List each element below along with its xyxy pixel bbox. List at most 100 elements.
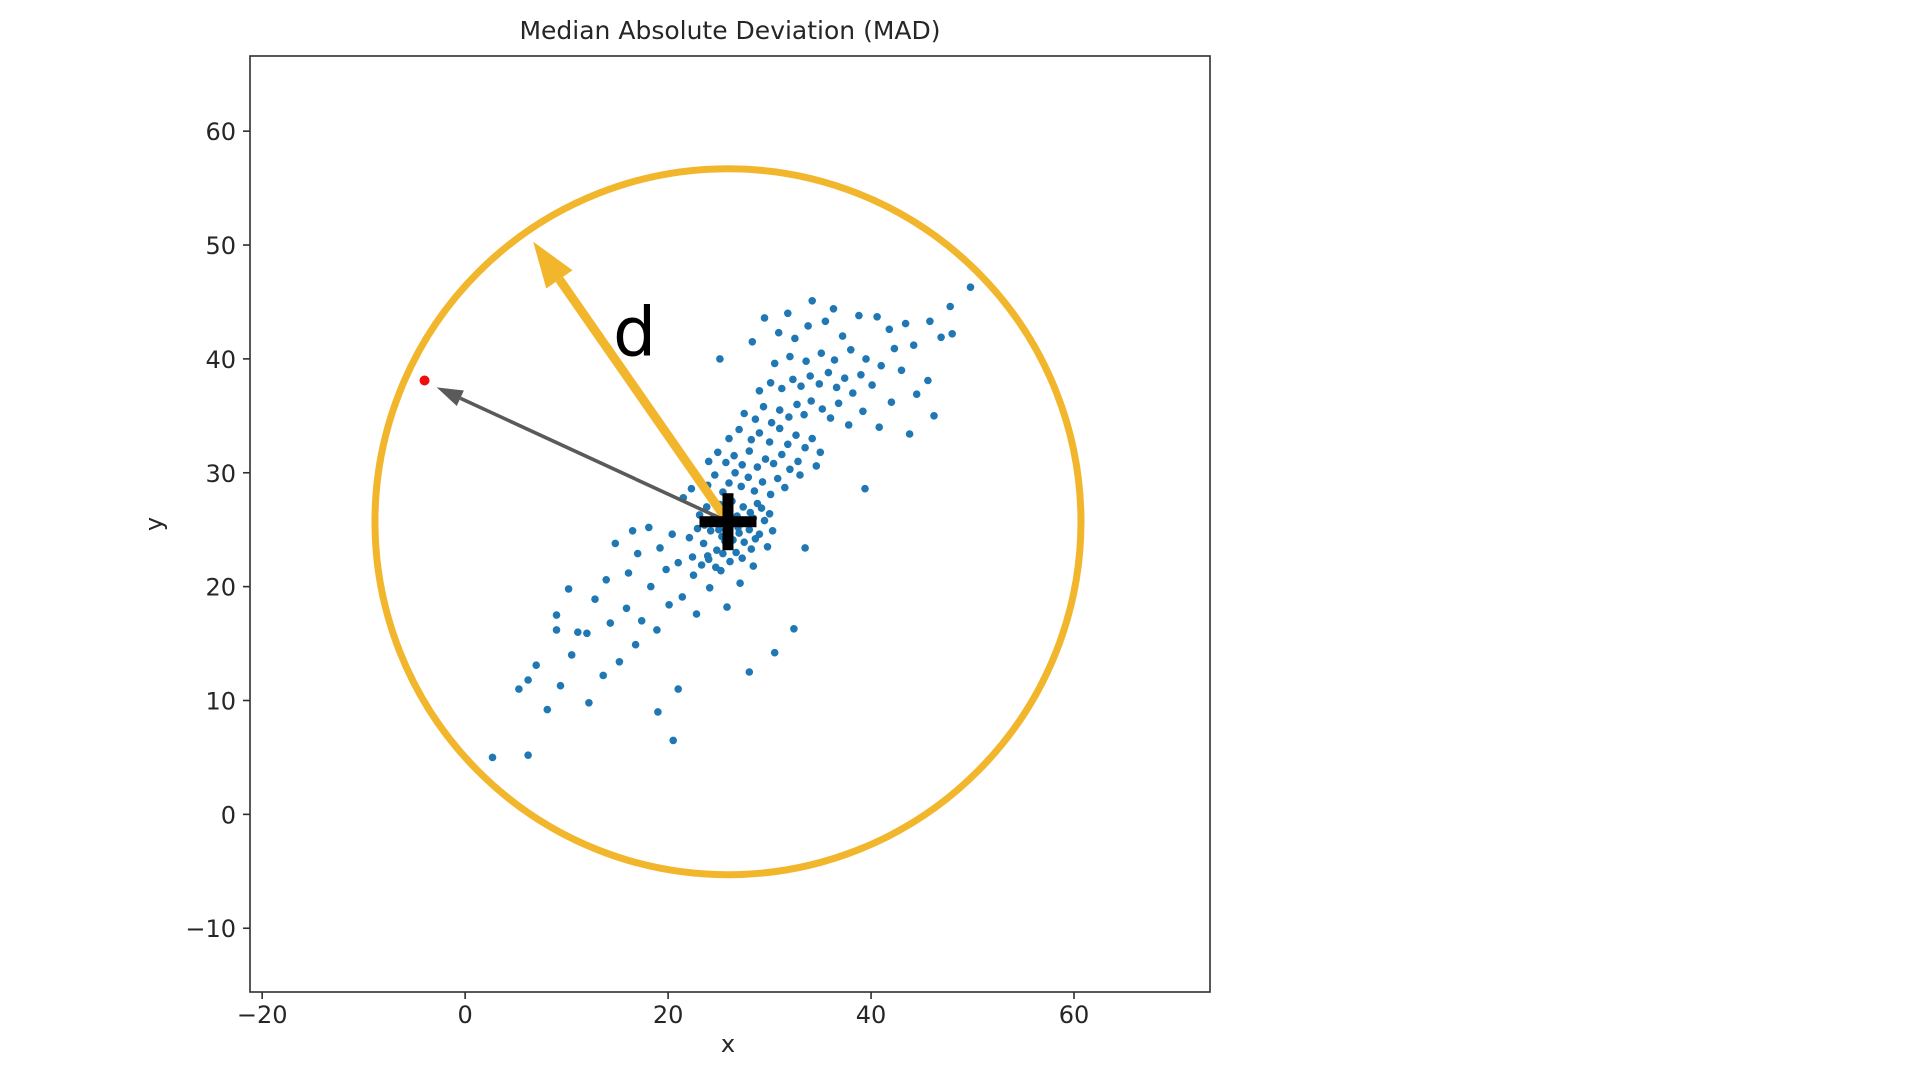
scatter-point [770, 359, 779, 368]
scatter-point [735, 425, 743, 434]
scatter-point [862, 355, 870, 363]
scatter-point [688, 553, 697, 561]
scatter-point [761, 455, 770, 463]
scatter-point [786, 465, 794, 474]
scatter-point [737, 482, 745, 491]
median-plus-vbar [722, 493, 734, 551]
scatter-point [706, 527, 715, 535]
scatter-point [784, 440, 792, 449]
scatter-point [966, 283, 975, 292]
scatter-point [689, 571, 698, 579]
y-axis-ticks: −10 0 10 20 30 40 50 60 [185, 118, 250, 943]
scatter-point [948, 330, 956, 338]
scatter-point [759, 402, 768, 411]
scatter-point [738, 554, 746, 562]
scatter-point [774, 328, 783, 337]
scatter-point [745, 525, 754, 534]
scatter-point [552, 626, 561, 634]
scatter-point [524, 676, 532, 684]
scatter-point [775, 424, 784, 433]
scatter-point [715, 525, 723, 534]
scatter-point [760, 314, 769, 322]
scatter-point [765, 510, 774, 518]
scatter-point [611, 539, 620, 548]
scatter-point [849, 389, 857, 397]
scatter-point [712, 563, 720, 572]
scatter-point [692, 610, 701, 618]
scatter-point [785, 413, 793, 421]
x-tick-label: 20 [653, 1001, 684, 1029]
scatter-point [745, 447, 754, 455]
scatter-point [746, 508, 755, 517]
scatter-point [793, 400, 801, 409]
mad-circle [371, 165, 1085, 879]
scatter-point [794, 457, 802, 466]
y-tick-label: 50 [205, 232, 236, 260]
scatter-point [713, 546, 721, 554]
scatter-point [722, 458, 730, 467]
scatter-point [924, 376, 932, 385]
scatter-point [585, 699, 593, 707]
x-axis-ticks: −20 0 20 40 60 [237, 992, 1089, 1029]
y-tick-label: 30 [205, 460, 236, 488]
scatter-point [766, 490, 775, 499]
scatter-point [786, 352, 794, 361]
scatter-point [766, 379, 775, 387]
scatter-point [744, 473, 753, 482]
scatter-point [790, 625, 798, 633]
scatter-point [685, 533, 694, 542]
scatter-point [674, 685, 682, 693]
scatter-point [804, 322, 812, 330]
scatter-point [887, 398, 896, 407]
scatter-point [926, 317, 934, 326]
scatter-point [877, 361, 885, 370]
scatter-point [792, 431, 800, 440]
scatter-point [669, 736, 677, 745]
mad-radius-arrow-head [533, 241, 573, 289]
scatter-point [699, 539, 708, 548]
y-tick-label: −10 [185, 915, 236, 943]
scatter-point [656, 544, 664, 552]
y-axis-label: y [140, 517, 168, 531]
scatter-point [591, 595, 599, 603]
median-plus-marker [699, 493, 757, 551]
scatter-point [789, 375, 797, 384]
scatter-point [740, 409, 748, 418]
x-tick-label: 60 [1059, 1001, 1090, 1029]
scatter-point [937, 333, 945, 342]
scatter-point [732, 548, 740, 557]
mad-radius-arrow-shaft [555, 276, 732, 525]
scatter-point [812, 462, 821, 470]
scatter-point [564, 585, 573, 593]
outlier-point [419, 375, 430, 386]
scatter-point [808, 434, 816, 443]
y-tick-label: 0 [221, 801, 236, 829]
scatter-point [781, 483, 789, 492]
scatter-point [726, 557, 734, 566]
scatter-point [840, 374, 849, 383]
x-axis-label: x [721, 1030, 735, 1058]
scatter-point [808, 297, 816, 305]
scatter-point [755, 530, 764, 538]
y-tick-label: 60 [205, 118, 236, 146]
scatter-point [552, 611, 561, 619]
scatter-point [524, 751, 532, 759]
scatter-point [868, 381, 876, 389]
scatter-point [543, 705, 552, 714]
y-tick-label: 20 [205, 574, 236, 602]
scatter-point [830, 356, 839, 364]
scatter-point [705, 584, 714, 592]
scatter-point [778, 450, 786, 459]
scatter-point [901, 319, 910, 328]
mad-circle-outline [371, 165, 1085, 879]
scatter-point [716, 355, 724, 363]
outlier-arrow-shaft [459, 396, 729, 524]
scatter-point [751, 415, 760, 424]
scatter-point [768, 527, 777, 535]
scatter-point [606, 619, 615, 627]
scatter-point [637, 617, 646, 625]
scatter-point [807, 397, 815, 405]
scatter-point [631, 640, 640, 649]
scatter-point [765, 438, 774, 446]
